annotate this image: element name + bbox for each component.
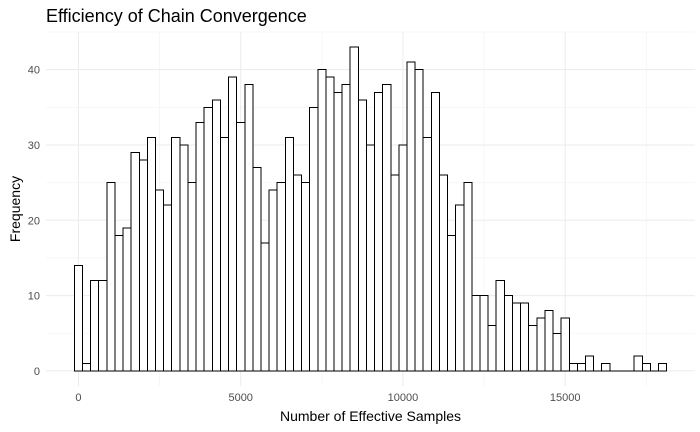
histogram-bar [511,302,522,372]
histogram-bar [309,106,319,372]
histogram-bar [463,182,473,372]
histogram-bar [479,295,489,372]
histogram-bar [130,152,140,372]
histogram-bar [633,355,643,372]
histogram-bar [584,355,595,372]
histogram-bar [138,159,148,372]
histogram-bar [333,91,343,372]
x-tick-label: 0 [75,392,81,404]
histogram-bar [122,227,132,372]
histogram-bar [276,182,286,372]
y-axis-title: Frequency [7,176,23,242]
histogram-bar [301,182,311,372]
x-tick-label: 10000 [388,392,419,404]
bars [73,46,668,372]
histogram-bar [357,99,367,372]
histogram-bar [228,76,238,372]
histogram-bar [657,362,668,372]
histogram-bar [382,84,392,372]
histogram-bar [374,91,384,372]
histogram-bar [325,76,335,372]
histogram-bar [195,121,205,372]
x-tick-label: 15000 [550,392,581,404]
histogram-bar [236,121,246,372]
histogram-bar [568,362,578,372]
histogram-bar [438,174,449,372]
histogram-bar [179,144,189,372]
histogram-bar [211,99,221,372]
histogram-bar [430,91,440,372]
histogram-bar [171,136,181,372]
histogram-bar [292,174,303,372]
histogram-bar [390,174,400,372]
histogram-bar [365,144,376,372]
histogram-bar [422,136,432,372]
tick-labels: 0 5000 10000 15000 0 10 20 30 40 [28,65,581,404]
histogram-bar [520,302,530,372]
histogram-bar [341,84,351,372]
histogram-bar [544,310,554,372]
histogram-bar [536,317,546,372]
histogram-bar [528,325,538,372]
histogram-bar [503,295,513,372]
x-axis-title: Number of Effective Samples [280,408,461,424]
histogram-bar [219,136,230,372]
histogram-bar [552,332,562,372]
histogram-bar [82,362,92,372]
histogram-bar [641,362,651,372]
histogram-bar [260,242,270,372]
histogram-bar [187,182,197,372]
histogram-bar [73,264,84,372]
y-tick-label: 30 [28,140,40,152]
y-tick-label: 0 [34,366,40,378]
histogram-bar [106,182,116,372]
y-tick-label: 20 [28,215,40,227]
histogram-bar [560,317,570,372]
histogram-bar [576,362,586,372]
histogram-bar [284,136,294,372]
histogram-bar [252,167,262,372]
chart-title: Efficiency of Chain Convergence [46,6,307,26]
histogram-bar [163,204,173,372]
histogram-bar [455,204,465,372]
histogram-bar [268,189,278,372]
histogram-bar [203,106,213,372]
histogram-bar [349,46,359,372]
histogram-bar [601,362,611,372]
histogram-bar [317,69,327,372]
histogram-bar [406,61,416,372]
histogram-bar [98,280,108,372]
histogram-bar [414,69,424,372]
histogram-bar [447,234,457,372]
histogram-bar [114,234,124,372]
y-tick-label: 40 [28,65,40,77]
histogram-bar [155,189,165,372]
histogram-bar [244,84,254,372]
y-tick-label: 10 [28,291,40,303]
histogram-bar [398,144,408,372]
histogram-bar [495,280,505,372]
histogram-bar [487,325,497,372]
histogram-bar [471,295,481,372]
x-tick-label: 5000 [228,392,252,404]
histogram-bar [146,136,157,372]
histogram-bar [90,280,100,372]
